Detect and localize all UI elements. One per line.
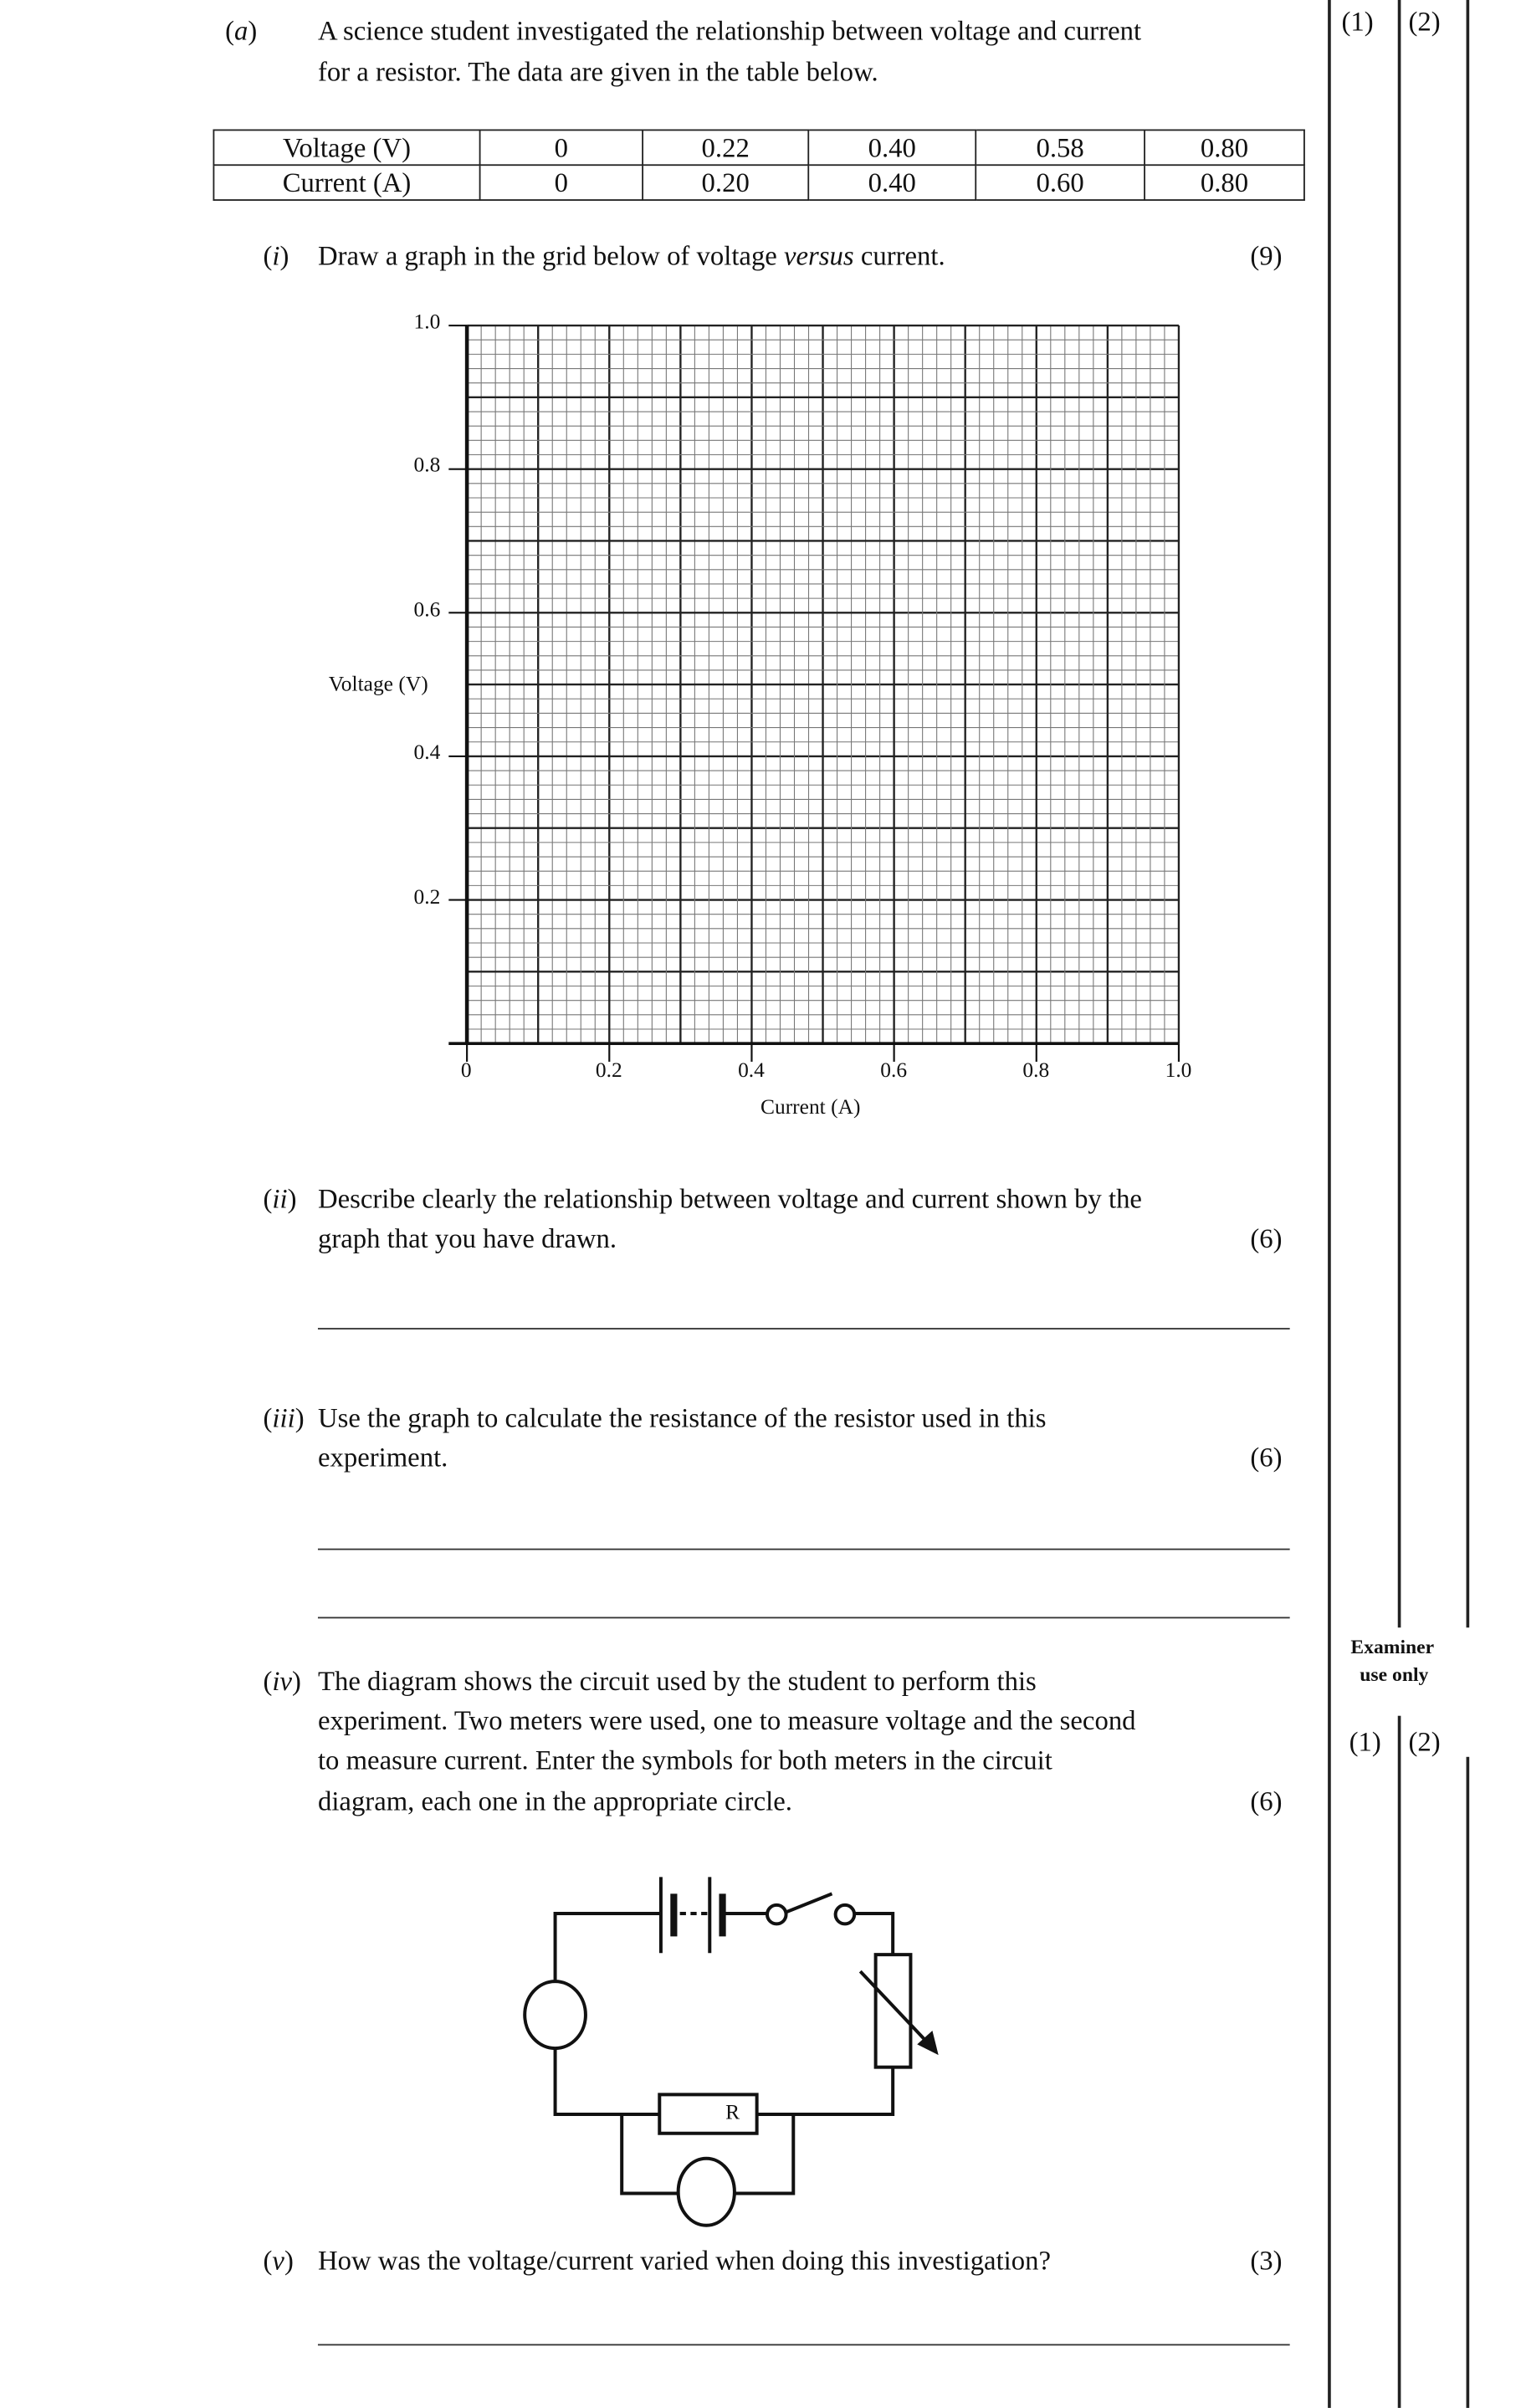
wire — [793, 2067, 895, 2117]
part-a-text: A science student investigated the relat… — [317, 15, 1142, 46]
cell: 0.80 — [1144, 164, 1305, 201]
question-text: to measure current. Enter the symbols fo… — [317, 1745, 1052, 1775]
examiner-label: use only — [1360, 1663, 1429, 1686]
x-tick-label: 0.2 — [595, 1060, 622, 1084]
table-row: Voltage (V) 0 0.22 0.40 0.58 0.80 — [213, 129, 1305, 167]
question-text: experiment. — [317, 1442, 448, 1473]
mark-2: (2) — [1408, 6, 1441, 37]
cell: 0.80 — [1144, 129, 1305, 167]
meter-slot-left[interactable] — [525, 1982, 586, 2049]
x-tick-label: 0.6 — [880, 1060, 908, 1084]
x-tick-label: 0 — [460, 1060, 472, 1084]
x-axis-label: Current (A) — [760, 1096, 861, 1120]
question-number: (iv) — [263, 1665, 301, 1697]
wire — [735, 2113, 796, 2195]
margin-line — [1328, 0, 1330, 2408]
y-tick-label: 0.6 — [413, 598, 441, 622]
question-text: experiment. Two meters were used, one to… — [317, 1704, 1136, 1736]
cell: 0 — [479, 129, 644, 167]
meter-slot-bottom[interactable] — [679, 2159, 735, 2226]
cell: 0 — [479, 164, 644, 201]
y-tick-label: 0.4 — [413, 742, 441, 766]
y-tick-label: 1.0 — [413, 311, 441, 335]
question-number: (ii) — [263, 1183, 297, 1214]
margin-line — [1397, 0, 1401, 1628]
question-text: Use the graph to calculate the resistanc… — [317, 1402, 1047, 1433]
question-text: graph that you have drawn. — [317, 1222, 617, 1254]
y-tick-label: 0.2 — [413, 886, 441, 909]
question-number: (i) — [263, 240, 289, 271]
answer-line[interactable] — [317, 1548, 1290, 1550]
wire — [553, 2048, 660, 2117]
marks: (6) — [1250, 1786, 1283, 1816]
examiner-label: Examiner — [1350, 1635, 1435, 1658]
cell: 0.60 — [975, 164, 1145, 201]
variable-resistor — [873, 1953, 913, 2069]
question-text: diagram, each one in the appropriate cir… — [317, 1786, 792, 1816]
x-tick-label: 0.4 — [738, 1060, 765, 1084]
cell: 0.58 — [975, 129, 1145, 167]
part-a-text: for a resistor. The data are given in th… — [317, 56, 878, 87]
x-tick-label: 1.0 — [1165, 1060, 1192, 1084]
table-row: Current (A) 0 0.20 0.40 0.60 0.80 — [213, 164, 1305, 201]
question-text: The diagram shows the circuit used by th… — [317, 1665, 1037, 1697]
question-text: How was the voltage/current varied when … — [317, 2245, 1052, 2276]
wire — [620, 2113, 679, 2195]
y-tick-label: 0.8 — [413, 455, 441, 479]
marks: (9) — [1250, 240, 1283, 271]
marks: (6) — [1250, 1442, 1283, 1473]
row-header: Current (A) — [213, 164, 481, 201]
switch-contact — [833, 1903, 857, 1926]
resistor-label: R — [725, 2102, 740, 2125]
variable-resistor-arrow — [858, 1970, 930, 2044]
switch-contact — [765, 1903, 788, 1926]
question-number: (v) — [263, 2245, 294, 2276]
mark-2: (2) — [1408, 1726, 1441, 1757]
mark-1: (1) — [1349, 1726, 1381, 1757]
margin-line — [1466, 1756, 1469, 2408]
arrow-head-icon — [917, 2031, 939, 2056]
part-label: (a) — [225, 15, 258, 46]
margin-line — [1397, 1715, 1401, 2408]
mark-1: (1) — [1341, 6, 1374, 37]
question-text: Describe clearly the relationship betwee… — [317, 1183, 1142, 1214]
answer-line[interactable] — [317, 1328, 1290, 1330]
switch-lever — [786, 1892, 833, 1914]
data-table: Voltage (V) 0 0.22 0.40 0.58 0.80 Curren… — [213, 129, 1305, 201]
row-header: Voltage (V) — [213, 129, 481, 167]
answer-line[interactable] — [317, 1616, 1290, 1619]
cell: 0.20 — [642, 164, 810, 201]
cell: 0.40 — [807, 129, 977, 167]
wire — [553, 1912, 661, 1981]
cell: 0.22 — [642, 129, 810, 167]
graph-grid[interactable] — [0, 0, 1521, 1156]
answer-line[interactable] — [317, 2344, 1290, 2346]
x-tick-label: 0.8 — [1022, 1060, 1050, 1084]
marks: (3) — [1250, 2245, 1283, 2276]
question-text: Draw a graph in the grid below of voltag… — [317, 240, 945, 271]
marks: (6) — [1250, 1222, 1283, 1254]
wire — [854, 1912, 895, 1955]
cell: 0.40 — [807, 164, 977, 201]
margin-line — [1466, 0, 1469, 1628]
resistor-r — [658, 2093, 759, 2135]
question-number: (iii) — [263, 1402, 305, 1433]
y-axis-label: Voltage (V) — [328, 674, 428, 697]
